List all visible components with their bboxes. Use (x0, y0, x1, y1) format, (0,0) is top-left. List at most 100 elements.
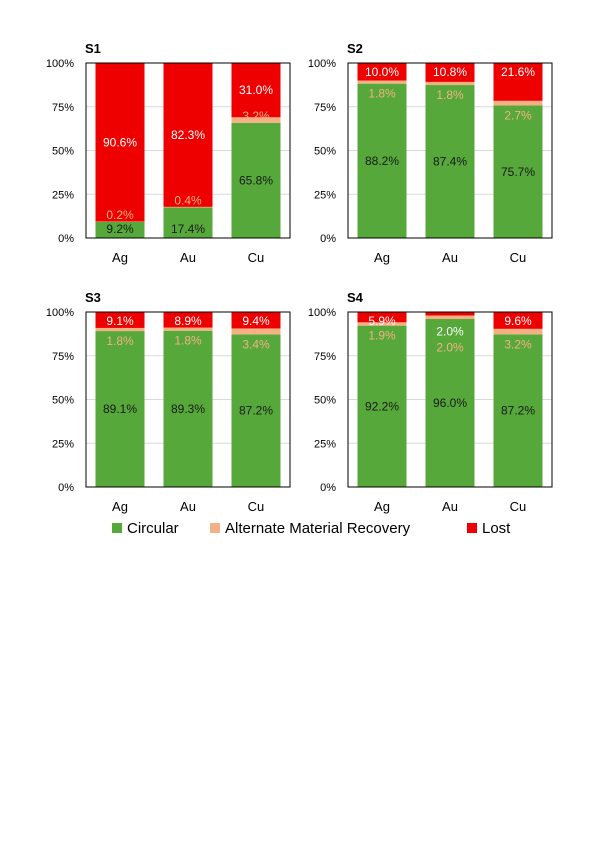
x-tick-label: Cu (510, 499, 527, 514)
data-label-lost: 21.6% (501, 65, 535, 79)
data-label-circular: 89.1% (103, 402, 137, 416)
x-tick-label: Cu (248, 499, 265, 514)
y-tick-label: 0% (320, 233, 336, 245)
data-label-circular: 17.4% (171, 222, 205, 236)
data-label-lost: 9.1% (106, 314, 134, 328)
data-label-alternate: 1.8% (174, 334, 202, 348)
x-tick-label: Au (180, 250, 196, 265)
x-tick-label: Ag (374, 250, 390, 265)
data-label-alternate: 1.8% (436, 88, 464, 102)
y-tick-label: 50% (314, 146, 336, 158)
data-label-lost: 9.4% (242, 314, 270, 328)
plot-frame (347, 311, 553, 488)
bar-circular-ag (95, 221, 145, 238)
y-tick-label: 100% (46, 307, 74, 319)
data-label-lost: 2.0% (436, 341, 464, 355)
y-tick-label: 0% (58, 233, 74, 245)
data-label-lost: 10.8% (433, 65, 467, 79)
bar-lost-au (163, 312, 213, 328)
y-tick-label: 75% (314, 102, 336, 114)
data-label-lost: 82.3% (171, 128, 205, 142)
bar-lost-ag (357, 312, 407, 323)
x-tick-label: Cu (510, 250, 527, 265)
bar-circular-cu (493, 105, 543, 239)
x-tick-label: Ag (374, 499, 390, 514)
data-label-alternate: 2.7% (504, 109, 532, 123)
bar-circular-au (425, 319, 475, 487)
bar-lost-ag (95, 63, 145, 222)
y-tick-label: 100% (308, 58, 336, 70)
y-tick-label: 25% (314, 438, 336, 450)
data-label-lost: 9.6% (504, 314, 532, 328)
data-label-circular: 87.4% (433, 155, 467, 169)
y-tick-label: 75% (52, 102, 74, 114)
plot-frame (85, 311, 291, 488)
data-label-alternate: 3.2% (504, 337, 532, 351)
bar-alternate-au (163, 206, 213, 208)
data-label-circular: 65.8% (239, 173, 273, 187)
bar-circular-ag (357, 83, 407, 239)
bar-circular-ag (95, 331, 145, 487)
bar-alternate-ag (95, 327, 145, 332)
bar-lost-au (425, 312, 475, 316)
data-label-circular: 87.2% (501, 404, 535, 418)
data-label-alternate: 3.4% (242, 337, 270, 351)
data-label-lost: 5.9% (368, 314, 396, 328)
y-tick-label: 50% (52, 146, 74, 158)
x-tick-label: Ag (112, 250, 128, 265)
y-tick-label: 75% (52, 351, 74, 363)
panel-title-1: S1 (85, 41, 101, 56)
bar-lost-au (163, 62, 213, 207)
legend-label-circular: Circular (127, 520, 179, 537)
x-tick-label: Au (180, 499, 196, 514)
y-tick-label: 50% (52, 395, 74, 407)
data-label-circular: 9.2% (106, 222, 134, 236)
y-tick-label: 50% (314, 395, 336, 407)
y-tick-label: 0% (58, 482, 74, 494)
bar-circular-ag (357, 325, 407, 487)
y-tick-label: 0% (320, 482, 336, 494)
data-label-alternate: 1.8% (106, 334, 134, 348)
x-tick-label: Cu (248, 250, 265, 265)
legend-swatch-alternate (210, 523, 220, 533)
data-label-lost: 10.0% (365, 65, 399, 79)
bar-lost-cu (231, 312, 281, 329)
legend-swatch-lost (467, 523, 477, 533)
data-label-circular: 89.3% (171, 402, 205, 416)
bar-lost-ag (95, 312, 145, 328)
bar-circular-cu (493, 334, 543, 487)
panel-title-4: S4 (347, 290, 364, 305)
legend-label-alternate: Alternate Material Recovery (225, 520, 411, 537)
legend-label-lost: Lost (482, 520, 511, 537)
data-label-alternate: 2.0% (436, 325, 464, 339)
y-tick-label: 100% (46, 58, 74, 70)
bar-alternate-cu (231, 117, 281, 123)
panel-title-3: S3 (85, 290, 101, 305)
bar-alternate-au (425, 315, 475, 319)
bar-alternate-cu (493, 100, 543, 106)
data-label-circular: 96.0% (433, 396, 467, 410)
plot-frame (347, 62, 553, 239)
y-tick-label: 100% (308, 307, 336, 319)
data-label-circular: 88.2% (365, 154, 399, 168)
y-tick-label: 25% (314, 189, 336, 201)
data-label-alternate: 3.2% (242, 109, 270, 123)
y-tick-label: 25% (52, 438, 74, 450)
data-label-circular: 87.2% (239, 404, 273, 418)
data-label-lost: 31.0% (239, 83, 273, 97)
x-tick-label: Ag (112, 499, 128, 514)
bar-circular-au (163, 207, 213, 238)
y-tick-label: 25% (52, 189, 74, 201)
x-tick-label: Au (442, 499, 458, 514)
bar-alternate-ag (357, 80, 407, 84)
bar-circular-cu (231, 334, 281, 487)
panel-title-2: S2 (347, 41, 363, 56)
bar-alternate-cu (493, 328, 543, 335)
bar-alternate-cu (231, 328, 281, 335)
data-label-alternate: 0.2% (106, 208, 134, 222)
bar-circular-au (425, 85, 475, 238)
bar-lost-cu (493, 63, 543, 101)
y-tick-label: 75% (314, 351, 336, 363)
bar-alternate-ag (357, 322, 407, 326)
